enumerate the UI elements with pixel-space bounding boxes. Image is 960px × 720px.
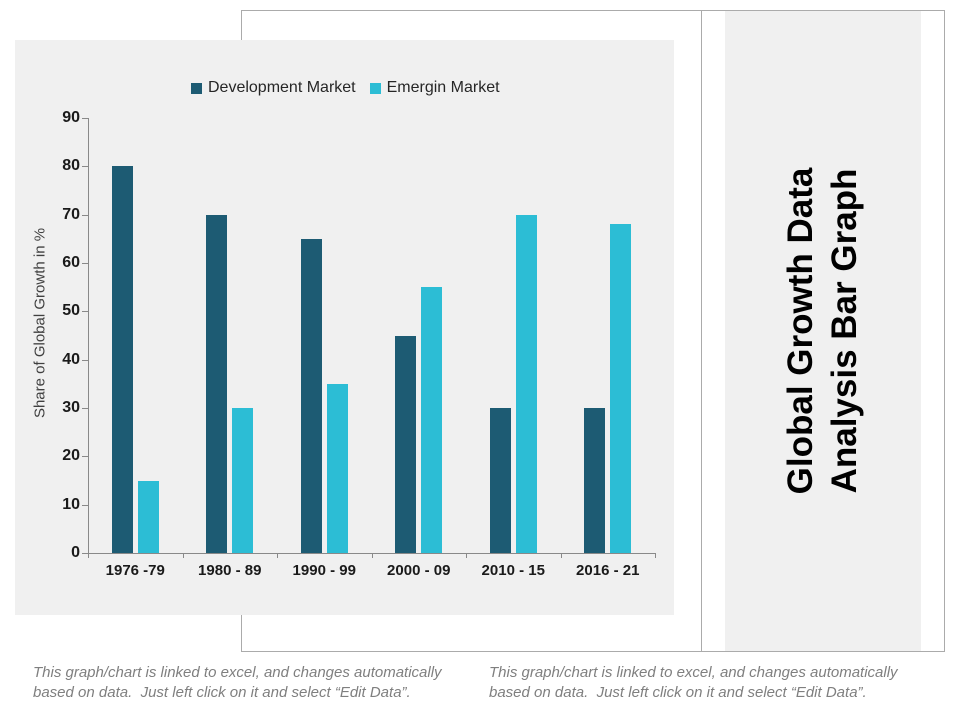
bar bbox=[610, 224, 632, 553]
y-axis-line bbox=[88, 118, 89, 553]
y-tick-label: 90 bbox=[62, 109, 80, 126]
bar bbox=[395, 335, 417, 553]
y-tick-label: 30 bbox=[62, 399, 80, 416]
legend-item: Development Market bbox=[191, 79, 356, 97]
bar bbox=[489, 408, 511, 553]
x-category-label: 2000 - 09 bbox=[387, 562, 451, 579]
title-panel[interactable]: Global Growth Data Analysis Bar Graph bbox=[725, 11, 921, 651]
legend-label: Development Market bbox=[208, 79, 356, 96]
caption-left-line1: This graph/chart is linked to excel, and… bbox=[33, 664, 442, 681]
caption-left: This graph/chart is linked to excel, and… bbox=[33, 663, 442, 703]
y-tick-mark bbox=[82, 408, 88, 409]
x-tick-mark bbox=[466, 553, 467, 558]
caption-right-line2: based on data. Just left click on it and… bbox=[489, 684, 867, 701]
legend-item: Emergin Market bbox=[369, 79, 500, 97]
slide-title-line1: Global Growth Data bbox=[781, 167, 820, 495]
y-tick-label: 80 bbox=[62, 157, 80, 175]
x-category-label: 1976 -79 bbox=[105, 562, 165, 579]
bar bbox=[232, 408, 254, 553]
y-tick-label: 20 bbox=[62, 447, 80, 465]
bar bbox=[137, 480, 159, 553]
bar bbox=[326, 383, 348, 553]
x-tick-mark bbox=[560, 553, 562, 558]
y-tick-mark bbox=[82, 263, 88, 264]
y-tick-mark bbox=[82, 214, 88, 216]
y-tick-mark bbox=[82, 359, 88, 361]
y-tick-mark bbox=[82, 504, 88, 506]
y-tick-label: 10 bbox=[62, 495, 80, 513]
x-category-label: 2010 - 15 bbox=[481, 562, 545, 579]
slide-title-line2: Analysis Bar Graph bbox=[825, 168, 864, 494]
bar bbox=[206, 214, 228, 553]
bar bbox=[584, 408, 606, 553]
bar bbox=[300, 238, 322, 553]
legend-swatch-icon bbox=[191, 82, 202, 94]
y-tick-mark bbox=[82, 166, 88, 168]
x-category-label: 2016 - 21 bbox=[576, 562, 640, 579]
x-tick-mark bbox=[371, 553, 373, 558]
caption-right-line1: This graph/chart is linked to excel, and… bbox=[489, 664, 898, 681]
bar bbox=[515, 214, 537, 553]
y-tick-label: 40 bbox=[62, 350, 80, 368]
caption-right: This graph/chart is linked to excel, and… bbox=[489, 663, 898, 703]
x-category-label: 1990 - 99 bbox=[292, 562, 356, 579]
chart-legend: Development Market Emergin Market bbox=[191, 78, 500, 98]
slide-title: Global Growth Data Analysis Bar Graph bbox=[779, 168, 867, 495]
legend-label: Emergin Market bbox=[386, 79, 500, 96]
x-tick-mark bbox=[655, 553, 656, 558]
x-tick-mark bbox=[182, 553, 184, 558]
y-tick-mark bbox=[82, 311, 88, 313]
y-tick-label: 70 bbox=[62, 205, 80, 223]
x-tick-mark bbox=[277, 553, 278, 558]
legend-swatch-icon bbox=[369, 82, 381, 94]
y-tick-label: 60 bbox=[62, 254, 80, 271]
bar bbox=[111, 166, 133, 553]
x-tick-mark bbox=[88, 553, 89, 558]
y-tick-mark bbox=[82, 456, 88, 458]
y-tick-label: 50 bbox=[62, 302, 80, 320]
y-tick-label: 0 bbox=[71, 544, 80, 561]
caption-left-line2: based on data. Just left click on it and… bbox=[33, 684, 411, 701]
y-tick-mark bbox=[82, 553, 88, 554]
chart-panel[interactable]: Development Market Emergin Market Share o… bbox=[15, 40, 674, 615]
y-tick-mark bbox=[82, 118, 88, 119]
bar bbox=[421, 287, 443, 553]
x-category-label: 1980 - 89 bbox=[198, 562, 262, 579]
